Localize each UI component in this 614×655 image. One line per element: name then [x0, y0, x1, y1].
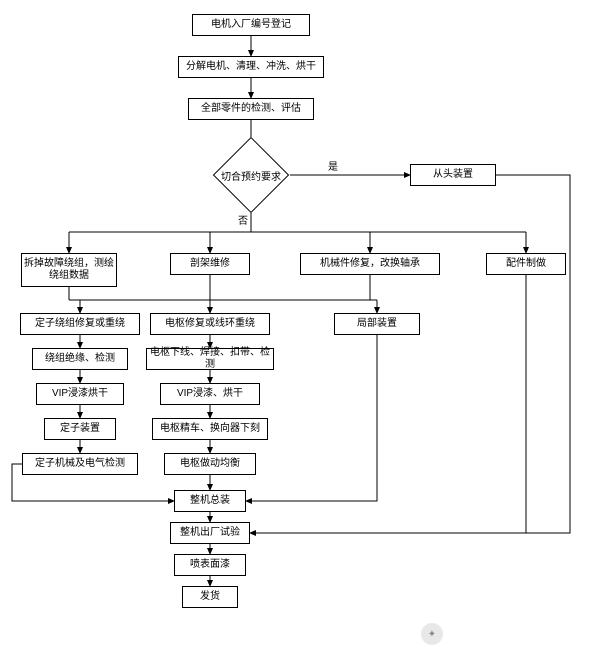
node-n20: 整机总装 [174, 490, 246, 512]
node-n11: 局部装置 [334, 313, 420, 335]
wechat-icon: ✦ [421, 623, 443, 645]
footer-watermark: ✦ 电机变压器维修技术交流 [421, 623, 594, 645]
node-n12: 绕组绝缘、检测 [32, 348, 128, 370]
node-n1: 电机入厂编号登记 [192, 14, 310, 36]
node-n14: VIP浸漆烘干 [36, 383, 124, 405]
node-n17: 电枢精车、换向器下刻 [152, 418, 268, 440]
node-n2: 分解电机、清理、冲洗、烘干 [178, 56, 324, 78]
node-n5: 拆掉故障绕组，测绘绕组数据 [21, 253, 117, 287]
edge-31 [250, 175, 570, 533]
node-n13: 电枢下线、焊接、扣带、检测 [146, 348, 274, 370]
node-n23: 发货 [182, 586, 238, 608]
flowchart-canvas: 电机入厂编号登记分解电机、清理、冲洗、烘干全部零件的检测、评估切合预约要求 从头装… [0, 0, 614, 655]
footer-text: 电机变压器维修技术交流 [451, 625, 594, 644]
node-n4: 从头装置 [410, 164, 496, 186]
node-n7: 机械件修复，改换轴承 [300, 253, 440, 275]
node-n8: 配件制做 [486, 253, 566, 275]
edge-label-no: 否 [238, 212, 248, 227]
node-n15: VIP浸漆、烘干 [160, 383, 260, 405]
edge-label-yes: 是 [328, 158, 338, 173]
node-n21: 整机出厂试验 [170, 522, 250, 544]
node-n9: 定子绕组修复或重绕 [20, 313, 140, 335]
node-n18: 定子机械及电气检测 [22, 453, 138, 475]
decision-label-d1: 切合预约要求 [206, 165, 296, 185]
node-n10: 电枢修复或线环重绕 [150, 313, 270, 335]
node-n19: 电枢做动均衡 [164, 453, 256, 475]
node-n6: 剖架维修 [170, 253, 250, 275]
node-n3: 全部零件的检测、评估 [188, 98, 314, 120]
node-n22: 喷表面漆 [174, 554, 246, 576]
node-n16: 定子装置 [44, 418, 116, 440]
